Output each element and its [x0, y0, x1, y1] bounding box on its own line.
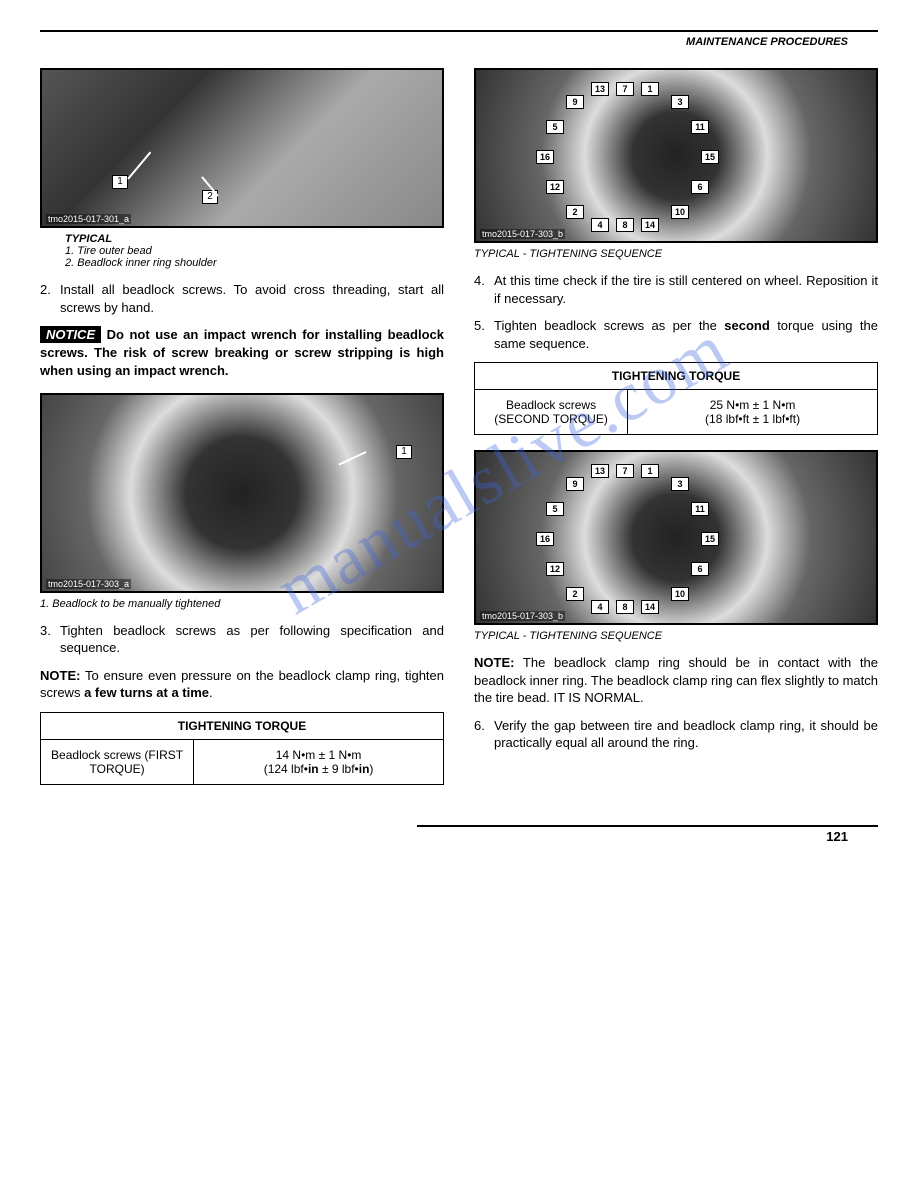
step-3: 3. Tighten beadlock screws as per follow… — [40, 622, 444, 657]
step-number: 5. — [474, 317, 494, 352]
callout-1: 1 — [112, 175, 128, 189]
table-cell: Beadlock screws (SECOND TORQUE) — [475, 390, 628, 435]
step-2: 2. Install all beadlock screws. To avoid… — [40, 281, 444, 316]
table-cell: 14 N•m ± 1 N•m (124 lbf•in ± 9 lbf•in) — [194, 739, 444, 784]
seq-num: 15 — [701, 150, 719, 164]
right-column: 13 7 1 9 3 5 11 16 15 12 6 2 10 4 8 14 t… — [474, 68, 878, 800]
caption-list: 1. Tire outer bead 2. Beadlock inner rin… — [65, 245, 444, 269]
seq-num: 3 — [671, 95, 689, 109]
seq-num: 6 — [691, 562, 709, 576]
step-number: 3. — [40, 622, 60, 657]
step-number: 4. — [474, 272, 494, 307]
seq-num: 14 — [641, 218, 659, 232]
figure-tightening-sequence-b: 13 7 1 9 3 5 11 16 15 12 6 2 10 4 8 14 t… — [474, 450, 878, 625]
table-header: TIGHTENING TORQUE — [475, 363, 878, 390]
header-title: MAINTENANCE PROCEDURES — [40, 36, 878, 48]
figure-beadlock-wheel: 1 tmo2015-017-303_a — [40, 393, 444, 593]
page-header: MAINTENANCE PROCEDURES — [40, 30, 878, 48]
seq-num: 1 — [641, 82, 659, 96]
arrow-icon — [338, 451, 366, 465]
seq-num: 11 — [691, 120, 709, 134]
note-label: NOTE: — [40, 668, 80, 683]
figure-tightening-sequence-a: 13 7 1 9 3 5 11 16 15 12 6 2 10 4 8 14 t… — [474, 68, 878, 243]
seq-num: 15 — [701, 532, 719, 546]
table-cell: Beadlock screws (FIRST TORQUE) — [41, 739, 194, 784]
content-columns: 1 2 tmo2015-017-301_a TYPICAL 1. Tire ou… — [40, 68, 878, 800]
figure-ref: tmo2015-017-301_a — [46, 214, 131, 224]
seq-num: 12 — [546, 180, 564, 194]
table-header: TIGHTENING TORQUE — [41, 712, 444, 739]
seq-num: 1 — [641, 464, 659, 478]
seq-num: 16 — [536, 150, 554, 164]
page-number: 121 — [826, 829, 848, 844]
step-text: Tighten beadlock screws as per the secon… — [494, 317, 878, 352]
figure-tire-bead: 1 2 tmo2015-017-301_a — [40, 68, 444, 228]
torque-table-first: TIGHTENING TORQUE Beadlock screws (FIRST… — [40, 712, 444, 785]
note-block: NOTE: To ensure even pressure on the bea… — [40, 667, 444, 702]
caption-item: 2. Beadlock inner ring shoulder — [65, 257, 444, 269]
seq-num: 6 — [691, 180, 709, 194]
seq-num: 7 — [616, 464, 634, 478]
step-text: At this time check if the tire is still … — [494, 272, 878, 307]
seq-num: 5 — [546, 502, 564, 516]
notice-block: NOTICE Do not use an impact wrench for i… — [40, 326, 444, 381]
note-text: The beadlock clamp ring should be in con… — [474, 655, 878, 705]
seq-num: 12 — [546, 562, 564, 576]
seq-num: 7 — [616, 82, 634, 96]
seq-num: 14 — [641, 600, 659, 614]
seq-num: 13 — [591, 464, 609, 478]
step-number: 6. — [474, 717, 494, 752]
step-text: Install all beadlock screws. To avoid cr… — [60, 281, 444, 316]
seq-num: 16 — [536, 532, 554, 546]
note-bold: a few turns at a time — [84, 685, 209, 700]
seq-num: 11 — [691, 502, 709, 516]
seq-num: 9 — [566, 477, 584, 491]
seq-num: 10 — [671, 587, 689, 601]
note-label: NOTE: — [474, 655, 514, 670]
note-block: NOTE: The beadlock clamp ring should be … — [474, 654, 878, 707]
page-footer: 121 — [417, 825, 878, 844]
step-number: 2. — [40, 281, 60, 316]
seq-num: 2 — [566, 587, 584, 601]
seq-num: 8 — [616, 218, 634, 232]
figure-ref: tmo2015-017-303_b — [480, 229, 565, 239]
notice-label: NOTICE — [40, 326, 101, 343]
seq-num: 4 — [591, 600, 609, 614]
step-5: 5. Tighten beadlock screws as per the se… — [474, 317, 878, 352]
arrow-icon — [127, 152, 151, 180]
seq-num: 10 — [671, 205, 689, 219]
step-4: 4. At this time check if the tire is sti… — [474, 272, 878, 307]
seq-num: 4 — [591, 218, 609, 232]
figure-ref: tmo2015-017-303_b — [480, 611, 565, 621]
seq-num: 2 — [566, 205, 584, 219]
caption: TYPICAL - TIGHTENING SEQUENCE — [474, 630, 878, 642]
step-6: 6. Verify the gap between tire and beadl… — [474, 717, 878, 752]
seq-num: 3 — [671, 477, 689, 491]
seq-num: 8 — [616, 600, 634, 614]
caption-title: TYPICAL — [65, 233, 444, 245]
torque-table-second: TIGHTENING TORQUE Beadlock screws (SECON… — [474, 362, 878, 435]
seq-num: 9 — [566, 95, 584, 109]
caption: 1. Beadlock to be manually tightened — [40, 598, 444, 610]
caption-item: 1. Tire outer bead — [65, 245, 444, 257]
left-column: 1 2 tmo2015-017-301_a TYPICAL 1. Tire ou… — [40, 68, 444, 800]
caption: TYPICAL - TIGHTENING SEQUENCE — [474, 248, 878, 260]
callout-1: 1 — [396, 445, 412, 459]
notice-text: The risk of screw breaking or screw stri… — [40, 345, 444, 378]
seq-num: 13 — [591, 82, 609, 96]
step-text: Tighten beadlock screws as per following… — [60, 622, 444, 657]
figure-ref: tmo2015-017-303_a — [46, 579, 131, 589]
step-text: Verify the gap between tire and beadlock… — [494, 717, 878, 752]
seq-num: 5 — [546, 120, 564, 134]
table-cell: 25 N•m ± 1 N•m (18 lbf•ft ± 1 lbf•ft) — [628, 390, 878, 435]
